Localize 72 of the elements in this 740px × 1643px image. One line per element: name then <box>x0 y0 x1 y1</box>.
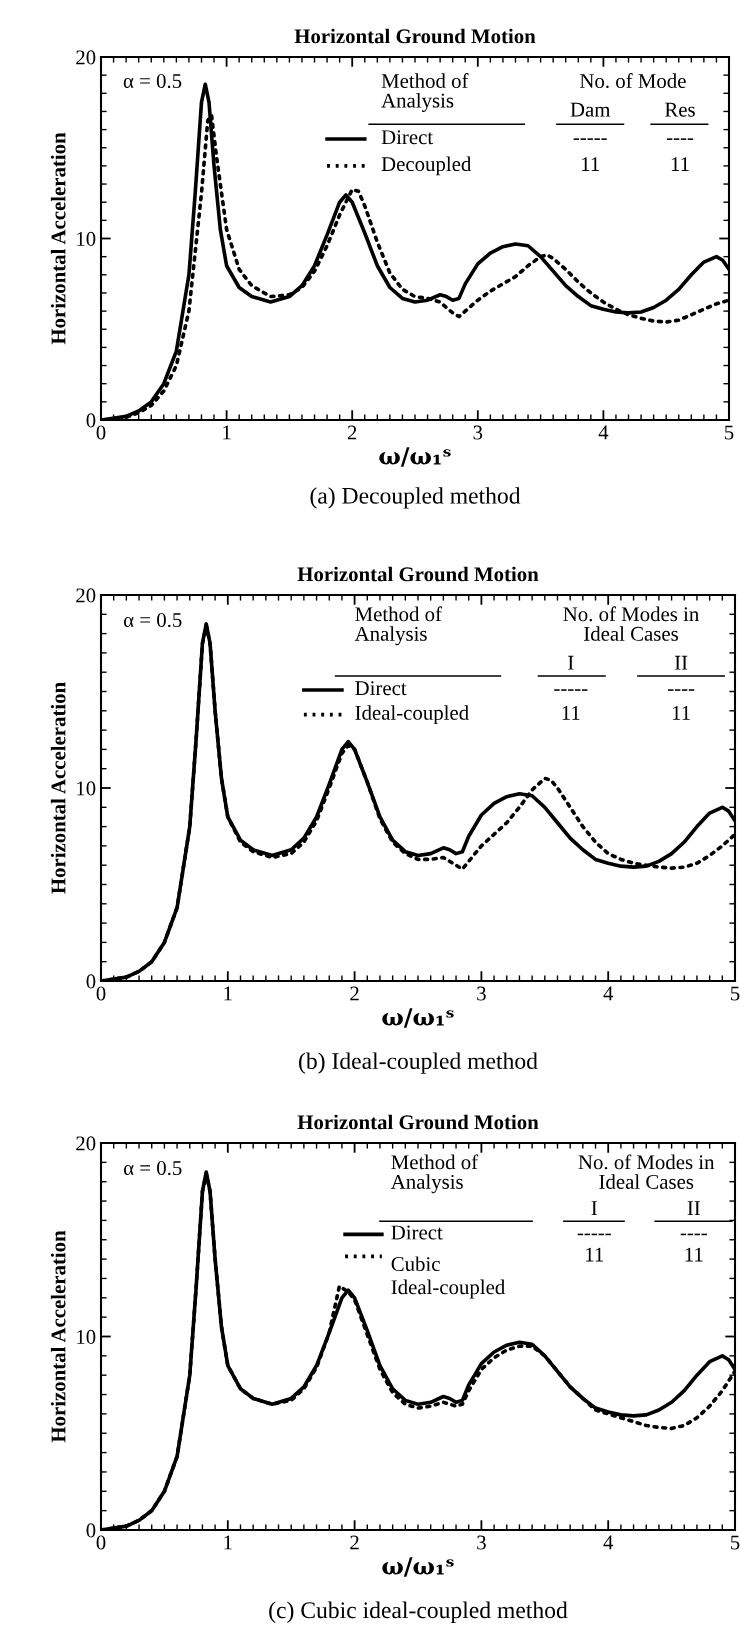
x-tick-label: 2 <box>347 425 357 440</box>
annotation: No. of Modes in Ideal Cases <box>563 606 699 641</box>
annotation: ---- <box>666 138 694 140</box>
text: (a) Decoupled method <box>310 487 521 509</box>
x-tick-label: 4 <box>598 425 609 440</box>
annotation: Method of Analysis <box>390 1154 479 1194</box>
x-axis-title: ω/ω₁ˢ <box>382 1008 454 1028</box>
x-tick-label: 2 <box>350 1535 359 1550</box>
annotation: 11 <box>582 157 599 171</box>
y-tick-label: 0 <box>86 974 96 989</box>
legend-label: Direct <box>381 130 434 145</box>
x-tick-label: 1 <box>224 986 232 1001</box>
annotation: Method of Analysis <box>354 606 442 646</box>
annotation: 11 <box>672 705 690 720</box>
annotation: α = 0.5 <box>123 1161 182 1176</box>
x-axis-title: ω/ω₁ˢ <box>379 447 451 467</box>
legend-label: Ideal-coupled <box>355 705 469 725</box>
annotation: Dam <box>570 102 611 117</box>
y-tick-label: 20 <box>76 50 96 65</box>
annotation: ----- <box>573 138 607 140</box>
x-tick-label: 1 <box>223 425 231 440</box>
annotation: I <box>591 1201 597 1215</box>
y-axis-title: Horizontal Acceleration <box>50 682 66 894</box>
y-tick-label: 10 <box>77 781 96 796</box>
annotation: Res <box>664 102 695 117</box>
annotation: ---- <box>680 1233 707 1236</box>
x-tick-label: 3 <box>473 425 483 440</box>
annotation: 11 <box>671 157 689 171</box>
annotation: No. of Mode <box>579 73 686 89</box>
legend-label: Direct <box>391 1225 443 1240</box>
chart-title: Horizontal Ground Motion <box>294 28 536 44</box>
x-tick-label: 0 <box>96 986 106 1001</box>
text: (c) Cubic ideal-coupled method <box>269 1601 568 1624</box>
annotation: ----- <box>554 689 588 691</box>
x-tick-label: 3 <box>477 986 486 1001</box>
annotation: α = 0.5 <box>123 73 182 89</box>
x-axis-title: ω/ω₁ˢ <box>382 1557 454 1577</box>
annotation: ----- <box>577 1233 611 1236</box>
annotation: ---- <box>668 689 695 691</box>
x-tick-label: 4 <box>603 986 614 1001</box>
annotation: I <box>568 655 574 670</box>
y-tick-label: 20 <box>76 1136 96 1151</box>
legend-label: Direct <box>355 681 407 696</box>
annotation: α = 0.5 <box>123 612 182 628</box>
annotation: 11 <box>562 705 580 720</box>
y-tick-label: 20 <box>76 588 96 603</box>
x-tick-label: 2 <box>350 986 359 1001</box>
annotation: Method of Analysis <box>381 73 469 112</box>
x-tick-label: 5 <box>731 986 740 1001</box>
annotation: II <box>687 1201 700 1215</box>
x-tick-label: 5 <box>725 425 734 440</box>
annotation: II <box>674 655 688 670</box>
x-tick-label: 3 <box>477 1535 486 1550</box>
y-axis-title: Horizontal Acceleration <box>50 132 66 345</box>
annotation: 11 <box>685 1247 703 1262</box>
x-tick-label: 4 <box>603 1535 614 1550</box>
annotation: No. of Modes in Ideal Cases <box>578 1154 715 1189</box>
text: (b) Ideal-coupled method <box>299 1052 538 1074</box>
x-tick-label: 5 <box>731 1535 740 1550</box>
y-tick-label: 0 <box>86 1523 96 1538</box>
chart-title: Horizontal Ground Motion <box>297 1114 539 1130</box>
legend-label: Cubic Ideal-coupled <box>391 1256 506 1299</box>
chart-title: Horizontal Ground Motion <box>297 566 539 582</box>
legend-label: Decoupled <box>381 156 472 176</box>
y-tick-label: 0 <box>86 413 96 428</box>
x-tick-label: 1 <box>224 1535 232 1550</box>
y-axis-title: Horizontal Acceleration <box>50 1230 66 1443</box>
y-tick-label: 10 <box>77 231 96 246</box>
y-tick-label: 10 <box>77 1329 96 1344</box>
annotation: 11 <box>586 1247 604 1262</box>
x-tick-label: 0 <box>96 425 106 440</box>
x-tick-label: 0 <box>96 1535 106 1550</box>
